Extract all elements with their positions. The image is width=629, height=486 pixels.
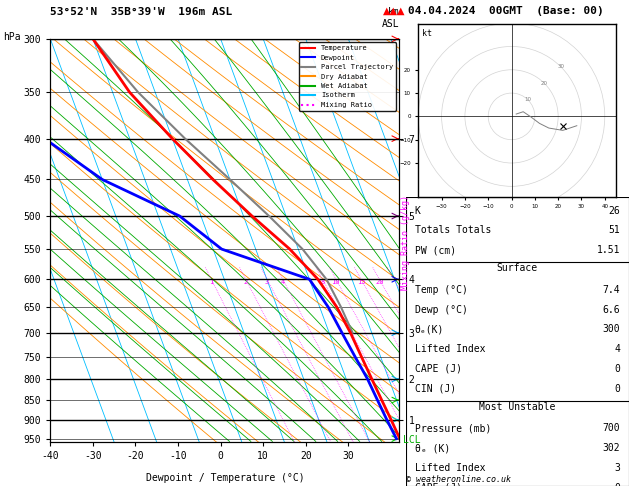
Text: 20: 20 (541, 81, 548, 86)
Text: 302: 302 (603, 443, 620, 453)
Text: 4: 4 (281, 279, 285, 285)
Text: CAPE (J): CAPE (J) (415, 364, 462, 374)
Text: kt: kt (422, 30, 432, 38)
Text: 51: 51 (608, 226, 620, 235)
Text: ASL: ASL (382, 19, 399, 30)
Text: CAPE (J): CAPE (J) (415, 483, 462, 486)
Text: 10: 10 (331, 279, 340, 285)
Text: 2: 2 (243, 279, 248, 285)
Text: 7.4: 7.4 (603, 285, 620, 295)
Text: Pressure (mb): Pressure (mb) (415, 423, 491, 434)
Text: ▲▲▲: ▲▲▲ (383, 6, 406, 16)
Text: Dewpoint / Temperature (°C): Dewpoint / Temperature (°C) (145, 472, 304, 483)
Text: 700: 700 (603, 423, 620, 434)
Text: Lifted Index: Lifted Index (415, 344, 485, 354)
Text: LCL: LCL (403, 435, 421, 446)
Text: 0: 0 (614, 364, 620, 374)
Text: 30: 30 (557, 65, 564, 69)
Text: 1: 1 (209, 279, 213, 285)
Text: PW (cm): PW (cm) (415, 245, 456, 255)
Text: 26: 26 (608, 206, 620, 215)
Text: Lifted Index: Lifted Index (415, 463, 485, 473)
Legend: Temperature, Dewpoint, Parcel Trajectory, Dry Adiabat, Wet Adiabat, Isotherm, Mi: Temperature, Dewpoint, Parcel Trajectory… (299, 42, 396, 111)
Text: 3: 3 (265, 279, 269, 285)
Text: 10: 10 (525, 97, 532, 103)
Text: © weatheronline.co.uk: © weatheronline.co.uk (406, 474, 511, 484)
Text: 0: 0 (614, 483, 620, 486)
Text: 4: 4 (614, 344, 620, 354)
Text: 300: 300 (603, 324, 620, 334)
Text: 6.6: 6.6 (603, 305, 620, 314)
Text: Most Unstable: Most Unstable (479, 402, 555, 412)
Text: 3: 3 (614, 463, 620, 473)
Text: 15: 15 (357, 279, 365, 285)
Text: Mixing Ratio (g/kg): Mixing Ratio (g/kg) (401, 195, 409, 291)
Text: Dewp (°C): Dewp (°C) (415, 305, 467, 314)
Text: CIN (J): CIN (J) (415, 384, 456, 394)
Text: 04.04.2024  00GMT  (Base: 00): 04.04.2024 00GMT (Base: 00) (408, 6, 603, 16)
Text: 8: 8 (320, 279, 325, 285)
Text: θₑ (K): θₑ (K) (415, 443, 450, 453)
Text: K: K (415, 206, 421, 215)
Text: Temp (°C): Temp (°C) (415, 285, 467, 295)
Text: 1.51: 1.51 (596, 245, 620, 255)
Text: Totals Totals: Totals Totals (415, 226, 491, 235)
Text: Surface: Surface (497, 263, 538, 274)
Text: 53°52'N  35B°39'W  196m ASL: 53°52'N 35B°39'W 196m ASL (50, 7, 233, 17)
Text: 0: 0 (614, 384, 620, 394)
Text: θₑ(K): θₑ(K) (415, 324, 444, 334)
Text: 20: 20 (375, 279, 384, 285)
Text: km: km (387, 7, 399, 17)
Text: hPa: hPa (3, 32, 21, 42)
